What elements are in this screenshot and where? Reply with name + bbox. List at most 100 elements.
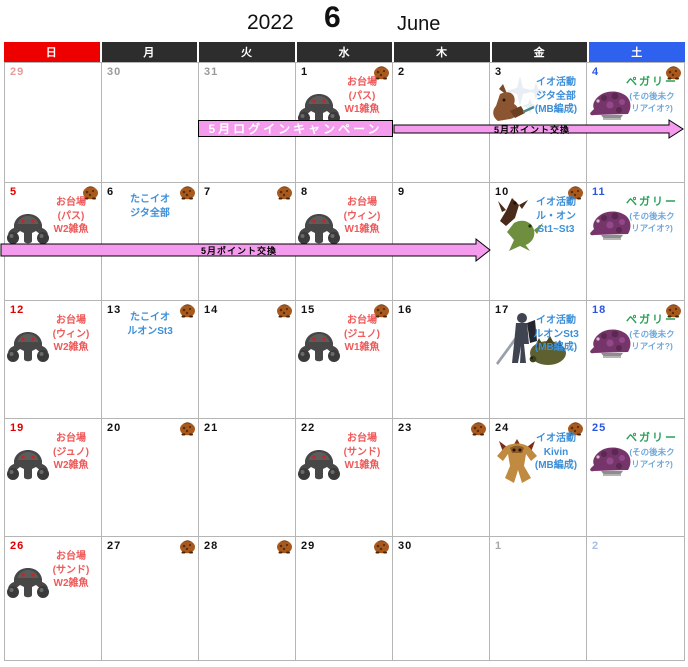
event-label: お台場 (パス) W2雑魚	[42, 196, 100, 237]
calendar-grid: 29 30 31 1 お台場 (パス) W1雑魚 2 3 イオ活動 ジタ全部 (MB編成) 4 ペガリー(…	[4, 62, 685, 661]
event-text-line: (ジュノ)	[344, 328, 380, 340]
date-number: 31	[204, 66, 219, 78]
crab-robot-icon	[6, 447, 50, 483]
event-text-line: (その後未ク	[629, 446, 675, 457]
pumpkin-creature-icon	[373, 65, 390, 80]
pumpkin-creature-icon	[276, 303, 293, 318]
day-cell-30[interactable]: 30	[102, 63, 199, 183]
date-number: 7	[204, 186, 212, 198]
day-cell-29[interactable]: 29	[296, 537, 393, 660]
day-cell-1[interactable]: 1 お台場 (パス) W1雑魚	[296, 63, 393, 183]
day-cell-16[interactable]: 16	[393, 301, 490, 419]
day-cell-30[interactable]: 30	[393, 537, 490, 660]
day-cell-11[interactable]: 11 ペガリー (その後未ク リアイオ?)	[587, 183, 684, 301]
date-number: 15	[301, 304, 316, 316]
event-text-line: (その後未ク	[629, 328, 675, 339]
day-cell-20[interactable]: 20	[102, 419, 199, 537]
day-cell-9[interactable]: 9	[393, 183, 490, 301]
date-number: 14	[204, 304, 219, 316]
event-text-line: ペガリー	[626, 196, 678, 208]
event-text-line: (ウィン)	[52, 328, 90, 340]
event-text-line: お台場	[347, 197, 377, 208]
day-cell-24[interactable]: 24 イオ活動 Kivin (MB編成)	[490, 419, 587, 537]
pumpkin-creature-icon	[470, 421, 487, 436]
event-label: ペガリー (その後未ク リアイオ?)	[620, 432, 684, 470]
date-number: 1	[495, 540, 503, 552]
event-text-line: W2雑魚	[53, 460, 89, 471]
date-number: 27	[107, 540, 122, 552]
title-month-number: 6	[324, 1, 341, 34]
event-text-line: Kivin	[543, 446, 569, 458]
date-number: 11	[592, 186, 606, 198]
event-text-line: ジタ全部	[536, 90, 576, 102]
day-cell-14[interactable]: 14	[199, 301, 296, 419]
event-text-line: ペガリー	[626, 314, 678, 326]
event-text-line: (ジュノ)	[53, 446, 89, 458]
date-number: 29	[10, 66, 25, 78]
event-label: イオ活動 ジタ全部 (MB編成)	[527, 76, 585, 117]
event-label: お台場 (ウィン) W2雑魚	[42, 314, 100, 355]
event-label: ペガリー (その後未ク リアイオ?)	[620, 196, 684, 234]
day-cell-5[interactable]: 5 お台場 (パス) W2雑魚	[5, 183, 102, 301]
day-cell-29[interactable]: 29	[5, 63, 102, 183]
title-month-name: June	[397, 13, 441, 35]
event-text-line: W1雑魚	[344, 104, 380, 115]
day-cell-6[interactable]: 6 たこイオ ジタ全部	[102, 183, 199, 301]
day-cell-1[interactable]: 1	[490, 537, 587, 660]
date-number: 18	[592, 304, 607, 316]
pumpkin-creature-icon	[179, 303, 196, 318]
date-number: 8	[301, 186, 309, 198]
date-number: 24	[495, 422, 510, 434]
pumpkin-creature-icon	[276, 185, 293, 200]
day-cell-3[interactable]: 3 イオ活動 ジタ全部 (MB編成)	[490, 63, 587, 183]
calendar: 日月火水木金土 29 30 31 1 お台場 (パス) W1雑魚 2 3 イオ活動 ジタ全部 (MB編…	[4, 42, 686, 661]
day-cell-27[interactable]: 27	[102, 537, 199, 660]
event-text-line: (MB編成)	[534, 342, 578, 353]
event-text-line: (MB編成)	[534, 104, 578, 115]
day-cell-23[interactable]: 23	[393, 419, 490, 537]
day-cell-15[interactable]: 15 お台場 (ジュノ) W1雑魚	[296, 301, 393, 419]
pegaly-creature-icon	[588, 443, 634, 477]
event-label: お台場 (パス) W1雑魚	[333, 76, 391, 117]
event-label: お台場 (ジュノ) W1雑魚	[333, 314, 391, 355]
date-number: 2	[592, 540, 600, 552]
day-cell-2[interactable]: 2	[393, 63, 490, 183]
day-cell-25[interactable]: 25 ペガリー (その後未ク リアイオ?)	[587, 419, 684, 537]
event-text-line: W2雑魚	[53, 578, 89, 589]
day-cell-2[interactable]: 2	[587, 537, 684, 660]
day-cell-19[interactable]: 19 お台場 (ジュノ) W2雑魚	[5, 419, 102, 537]
weekday-header-thu: 木	[394, 42, 490, 62]
date-number: 10	[495, 186, 510, 198]
day-cell-26[interactable]: 26 お台場 (サンド) W2雑魚	[5, 537, 102, 660]
crab-robot-icon	[297, 329, 341, 365]
day-cell-12[interactable]: 12 お台場 (ウィン) W2雑魚	[5, 301, 102, 419]
pegaly-creature-icon	[588, 325, 634, 359]
event-label: たこイオ ジタ全部	[102, 193, 198, 220]
week-row-1: 29 30 31 1 お台場 (パス) W1雑魚 2 3 イオ活動 ジタ全部 (MB編成) 4 ペガリー (…	[5, 63, 684, 183]
day-cell-4[interactable]: 4 ペガリー (その後未ク リアイオ?)	[587, 63, 684, 183]
event-text-line: たこイオ	[130, 194, 170, 205]
day-cell-17[interactable]: 17 イオ活動 ルオンSt3 (MB編成)	[490, 301, 587, 419]
date-number: 12	[10, 304, 25, 316]
day-cell-22[interactable]: 22 お台場 (サンド) W1雑魚	[296, 419, 393, 537]
day-cell-21[interactable]: 21	[199, 419, 296, 537]
date-number: 4	[592, 66, 600, 78]
day-cell-7[interactable]: 7	[199, 183, 296, 301]
day-cell-8[interactable]: 8 お台場 (ウィン) W1雑魚	[296, 183, 393, 301]
event-label: ペガリー (その後未ク リアイオ?)	[620, 314, 684, 352]
date-number: 9	[398, 186, 406, 198]
day-cell-18[interactable]: 18 ペガリー (その後未ク リアイオ?)	[587, 301, 684, 419]
date-number: 19	[10, 422, 25, 434]
day-cell-31[interactable]: 31	[199, 63, 296, 183]
weekday-header-mon: 月	[101, 42, 198, 62]
event-text-line: お台場	[56, 197, 86, 208]
event-text-line: お台場	[56, 315, 86, 326]
pegaly-creature-icon	[588, 87, 634, 121]
day-cell-13[interactable]: 13 たこイオ ルオンSt3	[102, 301, 199, 419]
event-text-line: W1雑魚	[344, 342, 380, 353]
pumpkin-creature-icon	[179, 421, 196, 436]
event-text-line: (その後未ク	[629, 210, 675, 221]
week-row-5: 26 お台場 (サンド) W2雑魚 27 28 29 30 1 2	[5, 537, 684, 660]
day-cell-28[interactable]: 28	[199, 537, 296, 660]
day-cell-10[interactable]: 10 イオ活動 ル・オン St1~St3	[490, 183, 587, 301]
